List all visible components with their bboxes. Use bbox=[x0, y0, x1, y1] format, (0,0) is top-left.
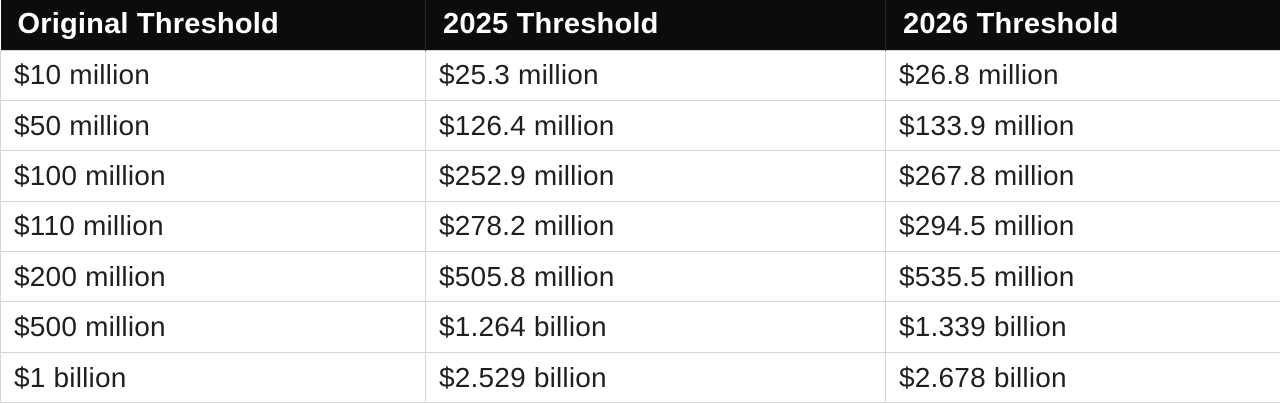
table-header: Original Threshold 2025 Threshold 2026 T… bbox=[0, 0, 1280, 50]
table-cell: $278.2 million bbox=[425, 200, 886, 253]
table-cell: $267.8 million bbox=[885, 150, 1280, 202]
table-cell: $1 billion bbox=[0, 351, 426, 403]
table-cell: $252.9 million bbox=[425, 150, 886, 202]
table-cell: $2.678 billion bbox=[885, 351, 1280, 403]
table-row: $200 million $505.8 million $535.5 milli… bbox=[0, 251, 1280, 303]
table-row: $500 million $1.264 billion $1.339 billi… bbox=[0, 301, 1280, 353]
column-header-original-threshold: Original Threshold bbox=[0, 0, 426, 50]
table-cell: $535.5 million bbox=[885, 251, 1280, 303]
table-cell: $26.8 million bbox=[885, 49, 1280, 101]
table-cell: $100 million bbox=[0, 150, 426, 202]
table-row: $1 billion $2.529 billion $2.678 billion bbox=[0, 351, 1280, 403]
table-cell: $200 million bbox=[0, 251, 426, 303]
table-body: $10 million $25.3 million $26.8 million … bbox=[0, 49, 1280, 403]
table-cell: $133.9 million bbox=[885, 99, 1280, 152]
column-header-2026-threshold: 2026 Threshold bbox=[885, 0, 1280, 50]
table-row: $10 million $25.3 million $26.8 million bbox=[0, 49, 1280, 101]
table-cell: $294.5 million bbox=[885, 200, 1280, 253]
table-cell: $1.339 billion bbox=[885, 301, 1280, 353]
table-cell: $10 million bbox=[0, 49, 426, 101]
table-row: $100 million $252.9 million $267.8 milli… bbox=[0, 150, 1280, 202]
table-cell: $500 million bbox=[0, 301, 426, 353]
table-cell: $50 million bbox=[0, 99, 426, 152]
table-cell: $1.264 billion bbox=[425, 301, 886, 353]
table-cell: $25.3 million bbox=[425, 49, 886, 101]
column-header-2025-threshold: 2025 Threshold bbox=[425, 0, 886, 50]
header-row: Original Threshold 2025 Threshold 2026 T… bbox=[0, 0, 1280, 50]
table-row: $50 million $126.4 million $133.9 millio… bbox=[0, 99, 1280, 152]
table-cell: $505.8 million bbox=[425, 251, 886, 303]
table-cell: $110 million bbox=[0, 200, 426, 253]
table-cell: $2.529 billion bbox=[425, 351, 886, 403]
table-row: $110 million $278.2 million $294.5 milli… bbox=[0, 200, 1280, 253]
table-cell: $126.4 million bbox=[425, 99, 886, 152]
